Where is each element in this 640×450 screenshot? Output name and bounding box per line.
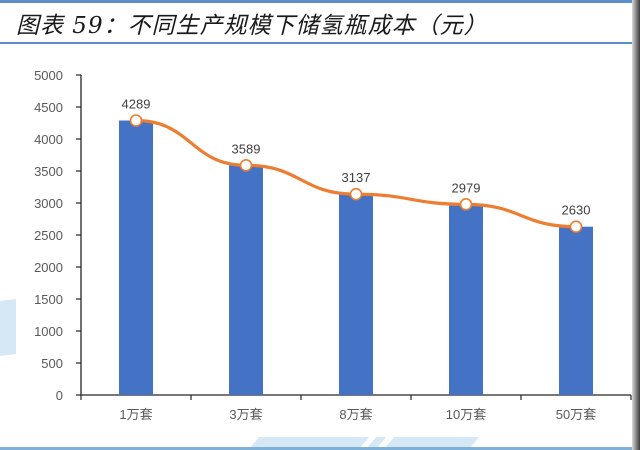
line-marker (569, 220, 583, 233)
top-rule (0, 0, 632, 3)
line-marker (349, 187, 363, 201)
data-label: 3137 (342, 170, 371, 185)
bar (229, 165, 263, 395)
y-tick-label: 2500 (34, 228, 63, 243)
y-tick-label: 4500 (34, 100, 63, 115)
y-tick-label: 1000 (34, 324, 63, 339)
data-labels: 4289 3589 3137 2979 2630 (122, 97, 591, 218)
data-label: 3589 (232, 141, 261, 156)
line-marker (239, 159, 253, 172)
line-marker (129, 114, 143, 127)
y-tick-label: 0 (56, 388, 63, 403)
data-label: 2979 (452, 180, 481, 195)
x-tick-label: 10万套 (446, 407, 486, 422)
bar (449, 204, 483, 395)
bar (339, 194, 373, 395)
y-tick-label: 1500 (34, 292, 63, 307)
x-axis: 1万套 3万套 8万套 10万套 50万套 (80, 394, 632, 422)
y-tick-label: 2000 (34, 260, 63, 275)
data-label: 4289 (122, 97, 151, 112)
y-tick-label: 500 (41, 356, 63, 371)
x-tick-label: 3万套 (229, 407, 262, 422)
y-axis: 0 500 1000 1500 2000 2500 3000 3500 4000 4500 5000 (34, 68, 82, 403)
y-tick-label: 3000 (34, 196, 63, 211)
bar (559, 226, 593, 395)
title-rule (0, 42, 632, 44)
bar-series (119, 120, 593, 395)
data-label: 2630 (562, 203, 591, 218)
bar (119, 120, 153, 395)
line-marker (459, 198, 473, 211)
y-tick-label: 4000 (34, 132, 63, 147)
x-tick-label: 1万套 (119, 407, 152, 422)
window-edge (632, 0, 640, 450)
bottom-rule (0, 447, 632, 450)
chart-title: 图表 59：不同生产规模下储氢瓶成本（元） (16, 13, 488, 39)
y-tick-label: 3500 (34, 164, 63, 179)
x-tick-label: 50万套 (556, 407, 596, 422)
line-series (129, 114, 583, 233)
x-tick-label: 8万套 (339, 407, 372, 422)
y-tick-label: 5000 (34, 68, 63, 83)
